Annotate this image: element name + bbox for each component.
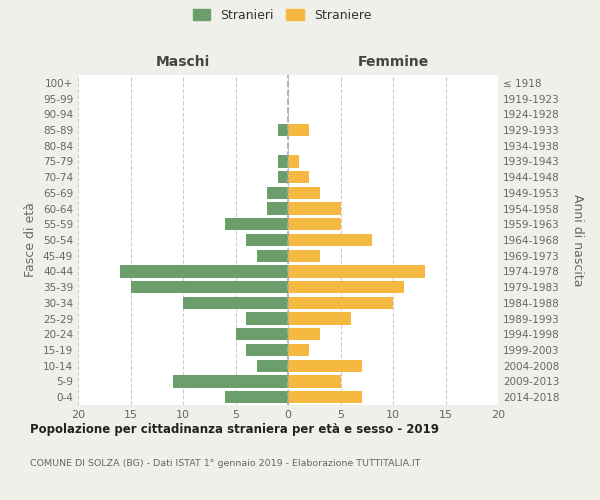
- Bar: [288, 328, 320, 340]
- Bar: [130, 281, 288, 293]
- Y-axis label: Anni di nascita: Anni di nascita: [571, 194, 584, 286]
- Bar: [173, 376, 288, 388]
- Bar: [277, 156, 288, 168]
- Bar: [288, 156, 299, 168]
- Text: Femmine: Femmine: [358, 55, 428, 69]
- Bar: [277, 171, 288, 183]
- Bar: [277, 124, 288, 136]
- Bar: [288, 250, 320, 262]
- Bar: [288, 266, 425, 278]
- Bar: [288, 344, 309, 356]
- Bar: [288, 312, 351, 324]
- Text: COMUNE DI SOLZA (BG) - Dati ISTAT 1° gennaio 2019 - Elaborazione TUTTITALIA.IT: COMUNE DI SOLZA (BG) - Dati ISTAT 1° gen…: [30, 459, 421, 468]
- Bar: [246, 312, 288, 324]
- Bar: [225, 391, 288, 404]
- Bar: [183, 296, 288, 309]
- Bar: [235, 328, 288, 340]
- Bar: [288, 376, 341, 388]
- Bar: [267, 202, 288, 214]
- Bar: [288, 296, 393, 309]
- Text: Maschi: Maschi: [156, 55, 210, 69]
- Bar: [246, 234, 288, 246]
- Bar: [257, 250, 288, 262]
- Legend: Stranieri, Straniere: Stranieri, Straniere: [190, 6, 374, 24]
- Bar: [225, 218, 288, 230]
- Bar: [257, 360, 288, 372]
- Bar: [288, 391, 361, 404]
- Bar: [288, 186, 320, 199]
- Text: Popolazione per cittadinanza straniera per età e sesso - 2019: Popolazione per cittadinanza straniera p…: [30, 422, 439, 436]
- Bar: [288, 218, 341, 230]
- Bar: [288, 124, 309, 136]
- Bar: [288, 171, 309, 183]
- Bar: [246, 344, 288, 356]
- Bar: [288, 281, 404, 293]
- Bar: [288, 234, 372, 246]
- Bar: [288, 202, 341, 214]
- Y-axis label: Fasce di età: Fasce di età: [25, 202, 37, 278]
- Bar: [267, 186, 288, 199]
- Bar: [288, 360, 361, 372]
- Bar: [120, 266, 288, 278]
